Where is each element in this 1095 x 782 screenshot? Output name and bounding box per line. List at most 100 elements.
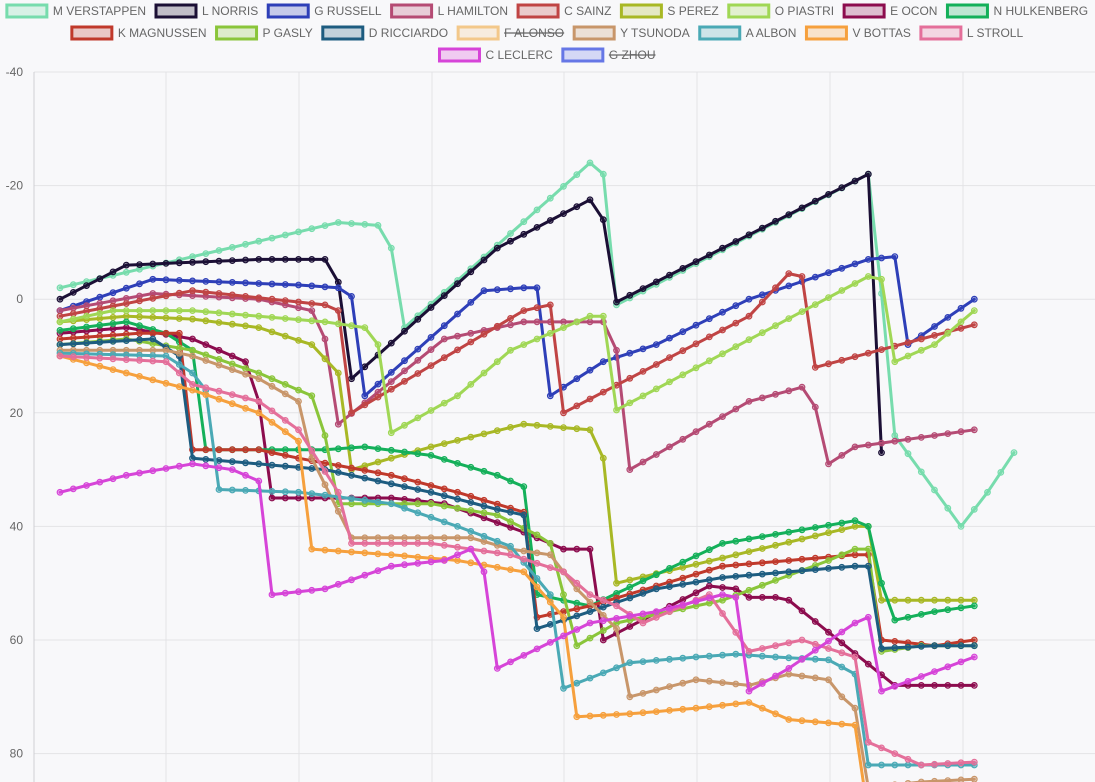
data-point[interactable]	[122, 312, 130, 320]
data-point[interactable]	[758, 291, 766, 299]
data-point[interactable]	[758, 581, 766, 589]
data-point[interactable]	[440, 492, 448, 500]
data-point[interactable]	[520, 420, 528, 428]
data-point[interactable]	[639, 285, 647, 293]
data-point[interactable]	[255, 237, 263, 245]
data-point[interactable]	[666, 604, 673, 612]
data-point[interactable]	[878, 275, 885, 283]
legend-item-g-zhou[interactable]: G ZHOU	[561, 47, 656, 63]
data-point[interactable]	[878, 579, 885, 587]
data-point[interactable]	[387, 494, 395, 502]
data-point[interactable]	[758, 652, 766, 660]
data-point[interactable]	[69, 304, 77, 312]
data-point[interactable]	[838, 720, 846, 728]
data-point[interactable]	[162, 465, 170, 472]
data-point[interactable]	[626, 374, 634, 382]
data-point[interactable]	[255, 369, 263, 377]
data-point[interactable]	[825, 557, 832, 564]
data-point[interactable]	[533, 335, 541, 343]
data-point[interactable]	[401, 357, 408, 365]
data-point[interactable]	[586, 598, 594, 606]
data-point[interactable]	[705, 576, 713, 584]
data-point[interactable]	[970, 653, 978, 661]
data-point[interactable]	[904, 450, 912, 458]
data-point[interactable]	[719, 651, 726, 659]
data-point[interactable]	[348, 576, 355, 584]
data-point[interactable]	[851, 619, 859, 627]
data-point[interactable]	[666, 683, 673, 690]
data-point[interactable]	[56, 312, 64, 320]
data-point[interactable]	[255, 280, 263, 287]
data-point[interactable]	[851, 443, 859, 451]
data-point[interactable]	[83, 282, 90, 290]
data-point[interactable]	[427, 513, 435, 521]
data-point[interactable]	[573, 203, 581, 211]
data-point[interactable]	[785, 315, 793, 323]
data-point[interactable]	[904, 755, 912, 763]
data-point[interactable]	[308, 256, 316, 263]
data-point[interactable]	[732, 343, 740, 351]
data-point[interactable]	[334, 445, 342, 453]
data-point[interactable]	[268, 407, 276, 415]
data-point[interactable]	[374, 341, 382, 349]
data-point[interactable]	[798, 672, 806, 680]
data-point[interactable]	[798, 717, 806, 725]
legend-item-m-verstappen[interactable]: M VERSTAPPEN	[5, 3, 146, 19]
data-point[interactable]	[719, 562, 726, 570]
data-point[interactable]	[162, 314, 170, 322]
data-point[interactable]	[122, 284, 130, 292]
data-point[interactable]	[189, 253, 196, 261]
data-point[interactable]	[480, 330, 488, 338]
data-point[interactable]	[242, 322, 249, 330]
data-point[interactable]	[758, 533, 766, 540]
data-point[interactable]	[639, 658, 647, 665]
data-point[interactable]	[268, 375, 276, 383]
data-point[interactable]	[454, 346, 461, 354]
data-point[interactable]	[573, 679, 581, 687]
data-point[interactable]	[838, 649, 846, 657]
data-point[interactable]	[626, 659, 634, 667]
data-point[interactable]	[533, 645, 541, 653]
data-point[interactable]	[242, 471, 249, 479]
data-point[interactable]	[626, 466, 634, 474]
data-point[interactable]	[334, 507, 342, 515]
data-point[interactable]	[493, 506, 501, 513]
data-point[interactable]	[838, 628, 846, 636]
data-point[interactable]	[467, 528, 475, 535]
data-point[interactable]	[83, 323, 90, 331]
data-point[interactable]	[825, 521, 832, 529]
data-point[interactable]	[586, 395, 594, 403]
data-point[interactable]	[613, 602, 620, 610]
data-point[interactable]	[520, 318, 528, 326]
data-point[interactable]	[215, 319, 223, 326]
data-point[interactable]	[480, 256, 488, 264]
data-point[interactable]	[772, 642, 779, 650]
legend-item-f-alonso[interactable]: F ALONSO	[456, 25, 565, 41]
data-point[interactable]	[679, 654, 687, 662]
data-point[interactable]	[268, 449, 276, 457]
data-point[interactable]	[228, 391, 236, 399]
data-point[interactable]	[692, 570, 700, 578]
data-point[interactable]	[825, 676, 832, 684]
data-point[interactable]	[175, 329, 183, 337]
data-point[interactable]	[348, 464, 355, 472]
data-point[interactable]	[334, 420, 342, 428]
data-point[interactable]	[374, 469, 382, 477]
data-point[interactable]	[599, 627, 607, 634]
data-point[interactable]	[957, 776, 965, 782]
data-point[interactable]	[321, 459, 329, 467]
data-point[interactable]	[215, 361, 223, 369]
data-point[interactable]	[56, 318, 64, 326]
data-point[interactable]	[573, 626, 581, 633]
data-point[interactable]	[281, 231, 289, 239]
data-point[interactable]	[281, 446, 289, 454]
data-point[interactable]	[334, 488, 342, 496]
data-point[interactable]	[361, 571, 369, 579]
data-point[interactable]	[798, 655, 806, 663]
data-point[interactable]	[374, 445, 382, 453]
data-point[interactable]	[560, 318, 567, 326]
data-point[interactable]	[361, 540, 369, 547]
data-point[interactable]	[560, 632, 567, 640]
data-point[interactable]	[440, 440, 448, 448]
data-point[interactable]	[162, 276, 170, 284]
